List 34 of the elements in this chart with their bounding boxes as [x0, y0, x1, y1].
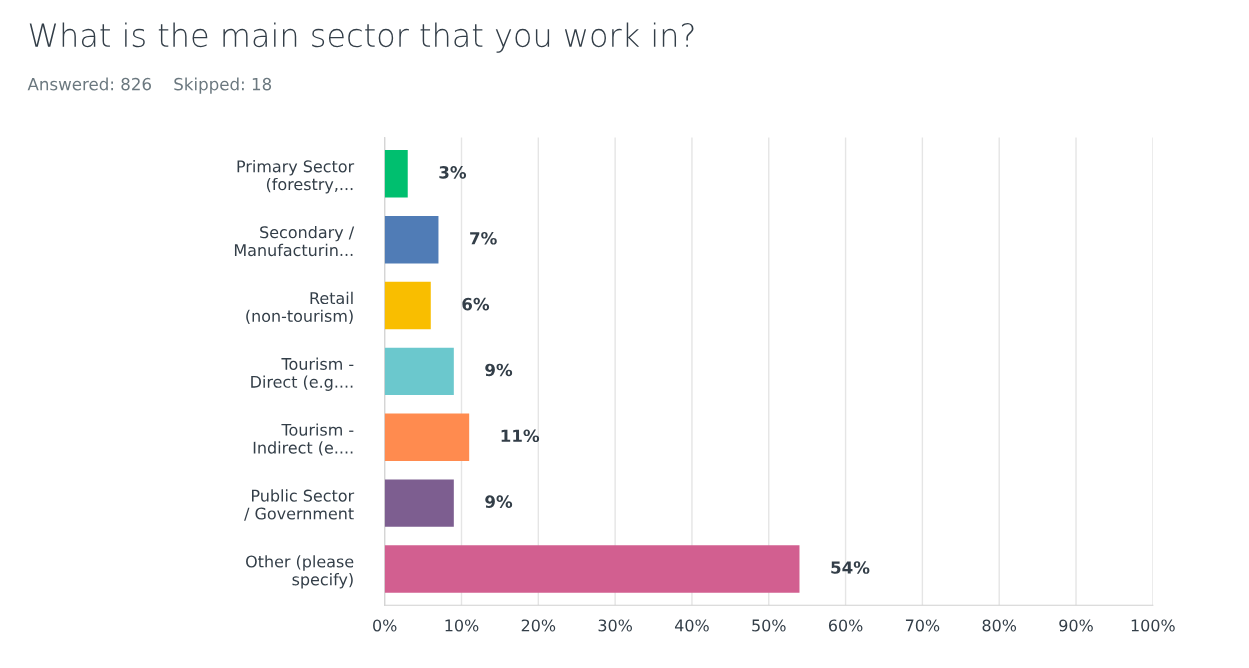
x-tick-label: 60% [828, 619, 863, 632]
data-label: 7% [470, 231, 497, 245]
bar [384, 479, 454, 527]
bar [384, 215, 439, 264]
x-tick-label: 80% [982, 619, 1017, 632]
y-tick-label: Primary Sector (forestry,... [237, 160, 355, 194]
y-tick-label: Tourism - Direct (e.g.... [251, 357, 354, 391]
text: Answered: 826 Skipped: 18 [27, 77, 272, 94]
data-label: 9% [485, 495, 513, 508]
x-tick-label: 100% [1131, 619, 1175, 632]
y-tick-label: Public Sector / Government [244, 489, 355, 521]
data-label: 3% [439, 166, 467, 179]
x-tick-label: 70% [905, 619, 940, 632]
data-label: 11% [501, 429, 540, 443]
x-tick-label: 20% [521, 619, 556, 632]
y-tick-label: Other (please specify) [246, 555, 354, 589]
bar [384, 150, 408, 198]
x-tick-label: 30% [598, 619, 632, 632]
data-label: 54% [831, 561, 870, 574]
data-label: 6% [462, 297, 490, 311]
x-tick-label: 10% [445, 619, 479, 632]
x-tick-label: 90% [1059, 619, 1093, 632]
data-label: 9% [485, 363, 513, 377]
x-tick-label: 50% [752, 619, 786, 632]
bar [384, 413, 470, 461]
y-tick-label: Retail (non-tourism) [246, 291, 353, 324]
chart-title: What is the main sector that you work in? [29, 22, 694, 53]
y-tick-label: Secondary / Manufacturin... [234, 225, 355, 257]
x-tick-label: 0% [373, 619, 397, 632]
x-tick-label: 40% [674, 619, 709, 632]
y-tick-label: Tourism - Indirect (e.... [253, 423, 354, 456]
bar [384, 281, 431, 330]
bar [384, 347, 454, 396]
bar [384, 545, 800, 593]
